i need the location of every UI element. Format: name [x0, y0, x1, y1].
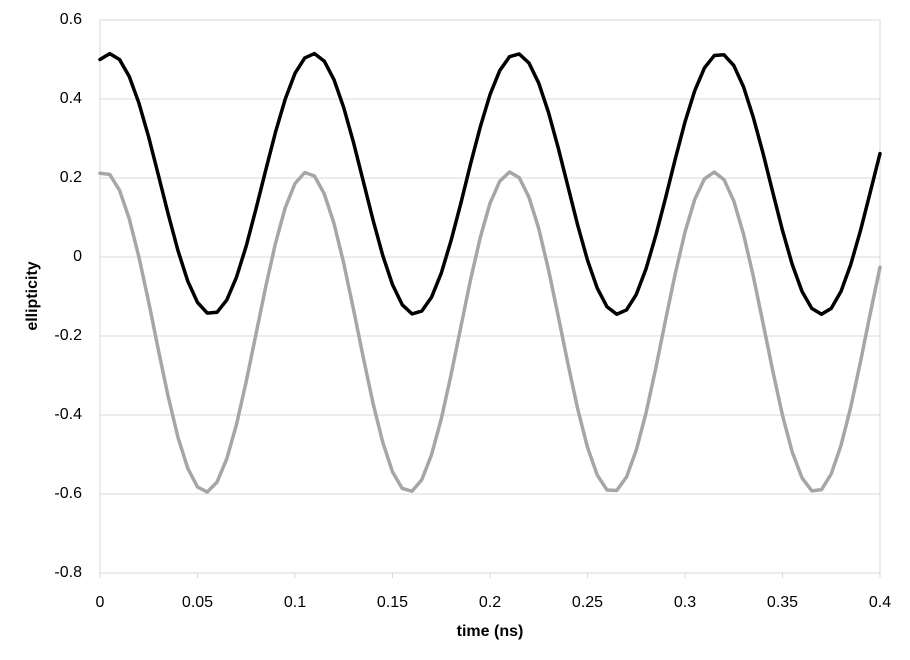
y-tick-label: -0.6	[54, 485, 82, 502]
x-tick-label: 0	[96, 594, 105, 611]
x-tick-label: 0.35	[767, 594, 798, 611]
series-line	[98, 51, 882, 317]
y-tick-label: 0.6	[60, 11, 82, 28]
y-axis-title: ellipticity	[24, 261, 41, 330]
y-tick-label: -0.8	[54, 564, 82, 581]
x-tick-label: 0.25	[572, 594, 603, 611]
y-tick-label: -0.4	[54, 406, 82, 423]
x-tick-label: 0.2	[479, 594, 501, 611]
x-tick-label: 0.4	[869, 594, 891, 611]
x-tick-label: 0.3	[674, 594, 696, 611]
y-tick-label: 0.4	[60, 90, 82, 107]
x-tick-label: 0.05	[182, 594, 213, 611]
x-tick-label: 0.15	[377, 594, 408, 611]
x-tick-label: 0.1	[284, 594, 306, 611]
y-tick-label: -0.2	[54, 327, 82, 344]
series-line	[98, 170, 882, 494]
x-axis-title: time (ns)	[457, 623, 524, 640]
y-tick-label: 0.2	[60, 169, 82, 186]
y-tick-label: 0	[73, 248, 82, 265]
